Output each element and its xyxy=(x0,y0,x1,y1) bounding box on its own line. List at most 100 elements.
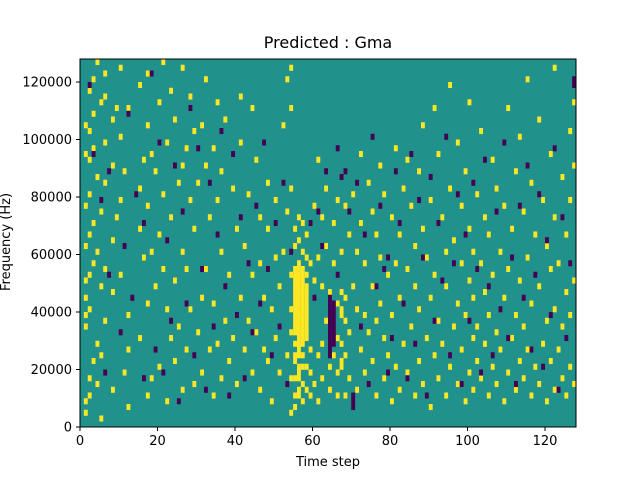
heatmap-cell-high xyxy=(300,289,305,296)
y-axis-label: Frequency (Hz) xyxy=(0,193,14,291)
heatmap-cell-high xyxy=(316,398,321,405)
heatmap-cell-low xyxy=(471,179,476,186)
heatmap-cell-high xyxy=(297,352,301,359)
heatmap-cell-high xyxy=(293,300,298,307)
heatmap-cell-high xyxy=(517,277,522,284)
heatmap-cell-high xyxy=(343,352,348,359)
heatmap-cell-high xyxy=(153,168,158,175)
heatmap-cell-high xyxy=(390,214,394,221)
heatmap-cell-low xyxy=(262,139,267,146)
heatmap-cell-low xyxy=(424,392,429,399)
heatmap-cell-low xyxy=(320,243,325,250)
heatmap-cell-low xyxy=(490,352,495,359)
heatmap-cell-low xyxy=(537,191,542,198)
heatmap-cell-high xyxy=(297,260,301,267)
heatmap-cell-high xyxy=(374,317,379,324)
heatmap-cell-high xyxy=(304,323,309,330)
heatmap-cell-high xyxy=(572,277,577,284)
heatmap-cell-high xyxy=(339,306,344,313)
heatmap-cell-high xyxy=(304,335,309,342)
heatmap-cell-high xyxy=(149,248,154,255)
heatmap-cell-high xyxy=(517,133,522,140)
heatmap-cell-high xyxy=(494,185,499,192)
heatmap-cell-high xyxy=(521,375,526,382)
heatmap-cell-high xyxy=(556,260,561,267)
heatmap-cell-high xyxy=(138,225,143,232)
heatmap-cell-low xyxy=(452,260,456,267)
heatmap-cell-high xyxy=(300,312,305,319)
heatmap-cell-high xyxy=(378,254,383,261)
heatmap-cell-high xyxy=(297,375,301,382)
heatmap-cell-high xyxy=(293,266,298,273)
heatmap-cell-high xyxy=(235,225,239,232)
heatmap-cell-high xyxy=(316,156,321,163)
heatmap-cell-high xyxy=(300,294,305,301)
heatmap-cell-high xyxy=(390,312,394,319)
heatmap-cell-high xyxy=(359,220,363,227)
heatmap-cell-high xyxy=(444,392,449,399)
heatmap-cell-high xyxy=(525,346,530,353)
heatmap-cell-high xyxy=(417,358,422,365)
heatmap-cell-high xyxy=(370,358,375,365)
heatmap-cell-high xyxy=(486,392,491,399)
heatmap-cell-high xyxy=(405,266,410,273)
heatmap-cell-high xyxy=(459,202,464,209)
heatmap-cell-high xyxy=(219,375,224,382)
heatmap-cell-high xyxy=(118,271,123,278)
heatmap-cell-high xyxy=(297,346,301,353)
heatmap-cell-high xyxy=(99,208,104,215)
heatmap-cell-low xyxy=(223,283,228,290)
heatmap-cell-high xyxy=(432,352,437,359)
heatmap-cell-high xyxy=(390,398,394,405)
heatmap-cell-high xyxy=(304,231,309,238)
heatmap-cell-high xyxy=(316,254,321,261)
heatmap-cell-high xyxy=(297,392,301,399)
heatmap-cell-low xyxy=(173,162,177,169)
heatmap-cell-high xyxy=(494,329,499,336)
heatmap-cell-low xyxy=(328,294,332,301)
heatmap-cell-low xyxy=(552,145,557,152)
heatmap-cell-high xyxy=(180,248,185,255)
heatmap-cell-high xyxy=(258,260,263,267)
heatmap-cell-high xyxy=(506,105,511,112)
heatmap-cell-high xyxy=(111,162,115,169)
heatmap-cell-high xyxy=(324,317,329,324)
heatmap-cell-high xyxy=(320,283,325,290)
heatmap-cell-high xyxy=(87,87,92,94)
heatmap-cell-low xyxy=(149,70,154,77)
heatmap-cell-high xyxy=(300,306,305,313)
heatmap-cell-high xyxy=(103,317,108,324)
heatmap-cell-low xyxy=(107,271,112,278)
heatmap-cell-high xyxy=(436,317,441,324)
heatmap-cell-low xyxy=(448,352,453,359)
heatmap-cell-high xyxy=(103,93,108,100)
heatmap-cell-high xyxy=(235,381,239,388)
heatmap-cell-high xyxy=(498,248,503,255)
heatmap-cell-high xyxy=(138,335,143,342)
heatmap-cell-high xyxy=(316,352,321,359)
heatmap-cell-high xyxy=(91,260,96,267)
heatmap-cell-high xyxy=(118,64,123,71)
heatmap-cell-high xyxy=(300,283,305,290)
heatmap-cell-high xyxy=(83,243,88,250)
heatmap-cell-high xyxy=(293,329,298,336)
heatmap-cell-high xyxy=(289,409,294,416)
heatmap-cell-high xyxy=(200,369,205,376)
heatmap-cell-high xyxy=(238,294,243,301)
heatmap-cell-high xyxy=(145,122,150,129)
heatmap-cell-high xyxy=(297,271,301,278)
heatmap-cell-high xyxy=(374,392,379,399)
y-tick-label: 80000 xyxy=(31,191,72,206)
heatmap-cell-high xyxy=(262,294,267,301)
heatmap-cell-high xyxy=(103,70,108,77)
heatmap-cell-high xyxy=(250,105,255,112)
heatmap-cell-high xyxy=(300,277,305,284)
heatmap-cell-high xyxy=(351,191,356,198)
heatmap-cell-high xyxy=(355,306,360,313)
heatmap-cell-high xyxy=(459,260,464,267)
heatmap-cell-high xyxy=(308,369,313,376)
heatmap-cell-high xyxy=(463,398,468,405)
heatmap-cell-low xyxy=(428,174,433,181)
heatmap-cell-low xyxy=(390,335,394,342)
heatmap-cell-low xyxy=(235,312,239,319)
